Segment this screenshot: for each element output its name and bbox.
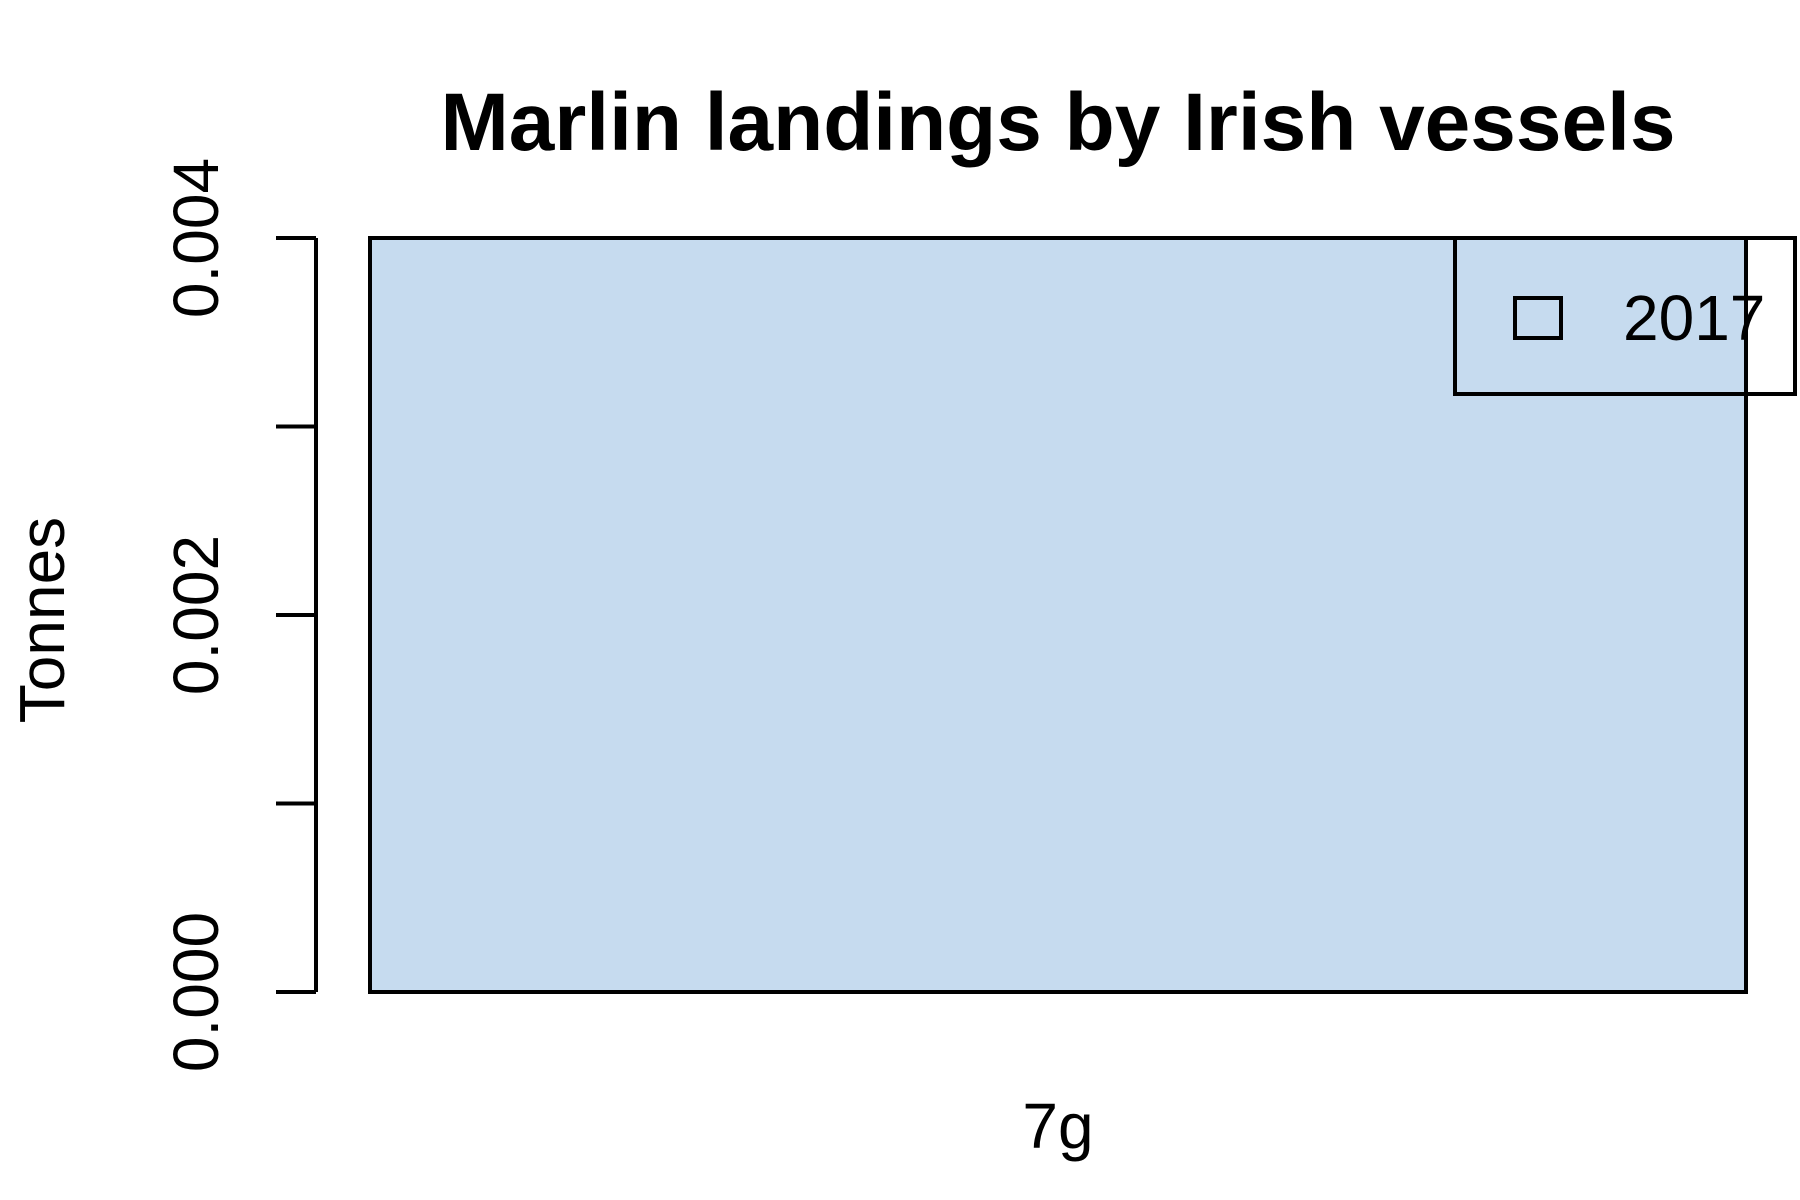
- legend: 2017: [1453, 236, 1797, 396]
- legend-label-0: 2017: [1623, 282, 1765, 354]
- x-axis-labels: 7g: [1022, 1090, 1093, 1162]
- legend-swatch-0: [1513, 296, 1563, 340]
- y-tick-label-0: 0.000: [160, 912, 232, 1072]
- y-axis: 0.000 0.002 0.004: [160, 158, 318, 1072]
- y-tick-label-2: 0.004: [160, 158, 232, 318]
- chart-title: Marlin landings by Irish vessels: [440, 77, 1675, 168]
- x-tick-label-0: 7g: [1022, 1090, 1093, 1162]
- legend-box: [1453, 236, 1797, 396]
- y-tick-label-1: 0.002: [160, 535, 232, 695]
- bars: [368, 236, 1748, 994]
- bar-7g-2017: [368, 236, 1748, 994]
- y-axis-label: Tonnes: [6, 517, 78, 723]
